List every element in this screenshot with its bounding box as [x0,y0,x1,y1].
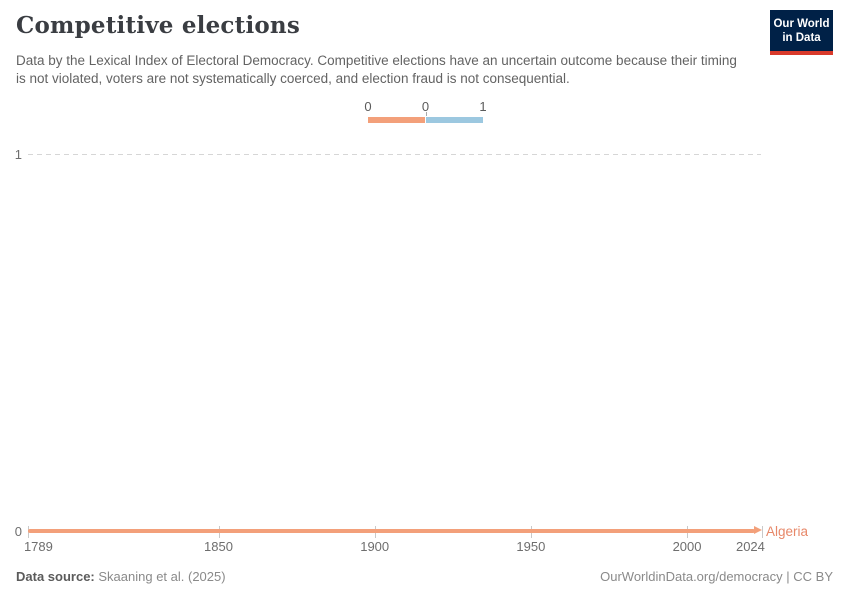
data-source-note: Data source: Skaaning et al. (2025) [16,569,226,584]
y-axis-label-0: 0 [14,524,22,539]
x-axis-tick-label: 1900 [360,539,390,554]
series-line-algeria[interactable] [28,529,755,533]
x-axis-tick-label: 1850 [204,539,233,554]
series-line-arrowhead-icon [754,526,762,534]
x-axis-tick [762,526,763,538]
x-axis-tick-label: 2000 [672,539,702,554]
x-axis-tick-label: 1789 [23,539,53,554]
owid-citation-link[interactable]: OurWorldinData.org/democracy | CC BY [600,569,833,584]
gridline-y1 [28,154,761,155]
legend-color-bar [368,117,483,123]
legend-edge-label: 0 [421,99,430,114]
x-axis-tick-label: 2024 [735,539,765,554]
color-scale-legend: 0 0 1 [364,99,487,125]
legend-middle-tick [425,112,427,116]
chart-subtitle: Data by the Lexical Index of Electoral D… [16,53,737,86]
x-axis-tick-label: 1950 [516,539,546,554]
legend-edge-label: 0 [364,99,372,114]
owid-logo[interactable]: Our World in Data [770,10,833,55]
owid-logo-line1: Our World [773,18,830,30]
legend-segment-1[interactable] [426,117,483,123]
legend-edge-label: 1 [479,99,487,114]
data-source-label: Data source: [16,569,95,584]
page-title: Competitive elections [16,12,301,39]
data-source-value: Skaaning et al. (2025) [98,569,226,584]
plot-area: 1789 1850 1900 1950 2000 2024 [24,0,765,560]
entity-label-algeria[interactable]: Algeria [766,524,809,539]
y-axis-label-1: 1 [14,147,22,162]
legend-edge-labels: 0 0 1 [364,99,487,114]
legend-segment-0[interactable] [368,117,425,123]
owid-logo-line2: in Data [782,32,821,45]
